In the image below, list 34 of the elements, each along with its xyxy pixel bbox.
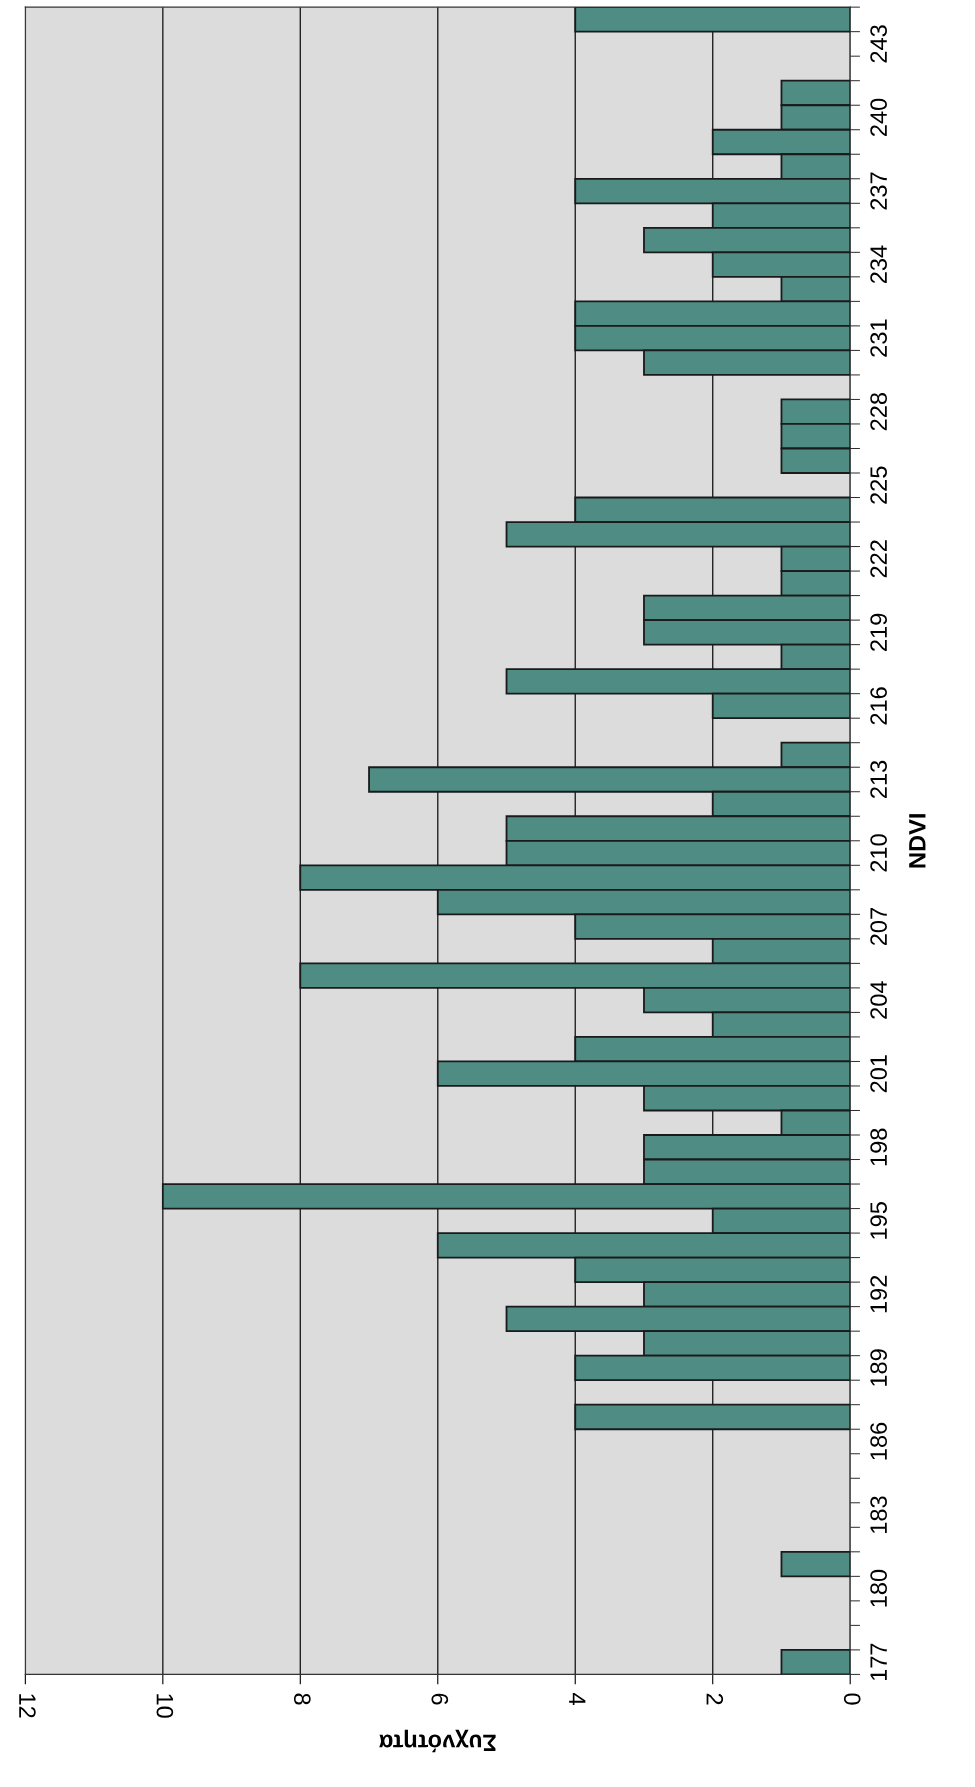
y-tick-label: 177 <box>870 1643 887 1681</box>
y-tick-label: 231 <box>870 319 887 357</box>
y-tick-label: 198 <box>870 1128 887 1166</box>
y-tick-label: 186 <box>870 1422 887 1460</box>
y-tick-label: 234 <box>870 245 887 284</box>
x-tick-label: 2 <box>706 1693 724 1705</box>
x-tick-label: 6 <box>431 1693 449 1705</box>
y-tick-label: 189 <box>870 1349 887 1386</box>
y-tick-label: 204 <box>870 981 887 1019</box>
bar <box>780 1550 851 1578</box>
y-tick-label: 192 <box>870 1275 887 1313</box>
y-tick-label: 201 <box>870 1055 887 1093</box>
bar <box>780 1648 851 1675</box>
y-tick-label: 180 <box>870 1569 887 1607</box>
x-tick-label: 12 <box>19 1694 36 1718</box>
y-tick-label: 222 <box>870 540 887 578</box>
y-axis-title: NDVI <box>909 814 926 868</box>
y-tick-label: 219 <box>870 613 887 651</box>
y-tick-label: 195 <box>870 1202 887 1239</box>
y-tick-label: 213 <box>870 760 887 798</box>
y-tick-label: 207 <box>870 908 887 946</box>
x-tick-label: 4 <box>569 1693 586 1705</box>
y-tick-label: 225 <box>870 466 887 504</box>
x-tick-label: 0 <box>843 1693 861 1705</box>
y-tick-label: 183 <box>870 1496 887 1533</box>
y-tick-label: 243 <box>870 25 887 63</box>
x-tick-label: 10 <box>156 1694 174 1718</box>
x-axis-title: Συχνότητα <box>379 1729 496 1753</box>
x-tick-label: 8 <box>293 1693 311 1705</box>
y-tick-label: 240 <box>870 98 887 136</box>
y-tick-label: 228 <box>870 393 887 431</box>
y-tick-label: 210 <box>870 834 887 872</box>
y-tick-label: 216 <box>870 687 887 725</box>
y-tick-label: 237 <box>870 172 887 210</box>
